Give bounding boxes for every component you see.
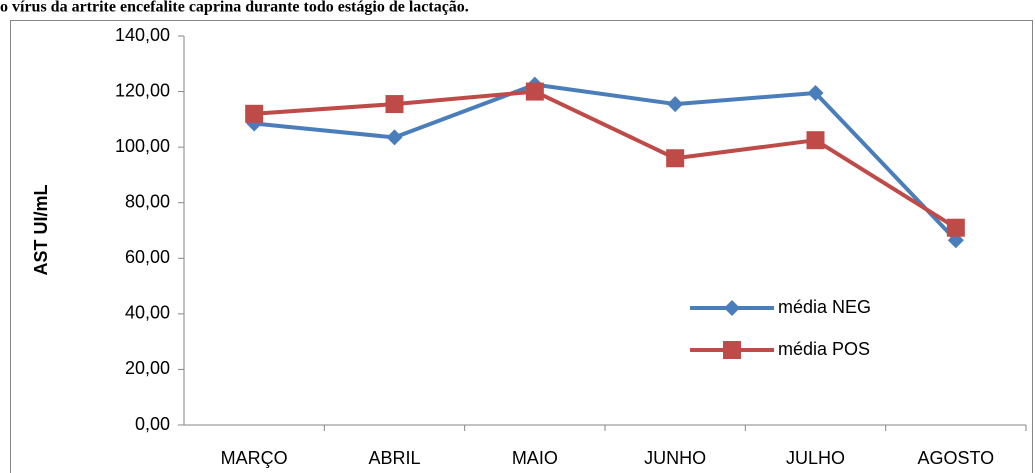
x-tick-label: AGOSTO [917, 448, 994, 468]
point [807, 84, 824, 101]
x-tick-label: MARÇO [221, 448, 288, 468]
point [666, 149, 685, 168]
x-tick-label: ABRIL [368, 448, 420, 468]
point [386, 129, 403, 146]
y-tick-label: 120,00 [115, 80, 170, 100]
legend-marker [724, 300, 740, 316]
legend-label: média POS [778, 339, 870, 359]
point [806, 131, 825, 150]
legend-label: média NEG [778, 297, 871, 317]
y-axis-title: AST UI/mL [31, 184, 51, 275]
y-tick-label: 80,00 [125, 191, 170, 211]
y-tick-label: 20,00 [125, 358, 170, 378]
point [667, 96, 684, 113]
y-tick-label: 60,00 [125, 247, 170, 267]
legend-marker [723, 341, 741, 359]
y-tick-label: 140,00 [115, 25, 170, 45]
point [946, 218, 965, 237]
point [525, 82, 544, 101]
y-tick-label: 0,00 [135, 414, 170, 434]
chart-border [10, 20, 1033, 473]
y-tick-label: 100,00 [115, 136, 170, 156]
y-tick-label: 40,00 [125, 303, 170, 323]
x-tick-label: JUNHO [644, 448, 706, 468]
point [385, 95, 404, 114]
point [245, 104, 264, 123]
heading: o vírus da artrite encefalite caprina du… [0, 0, 469, 16]
series-line [254, 89, 957, 230]
series-line [253, 82, 958, 242]
x-tick-label: JULHO [786, 448, 845, 468]
x-tick-label: MAIO [512, 448, 558, 468]
